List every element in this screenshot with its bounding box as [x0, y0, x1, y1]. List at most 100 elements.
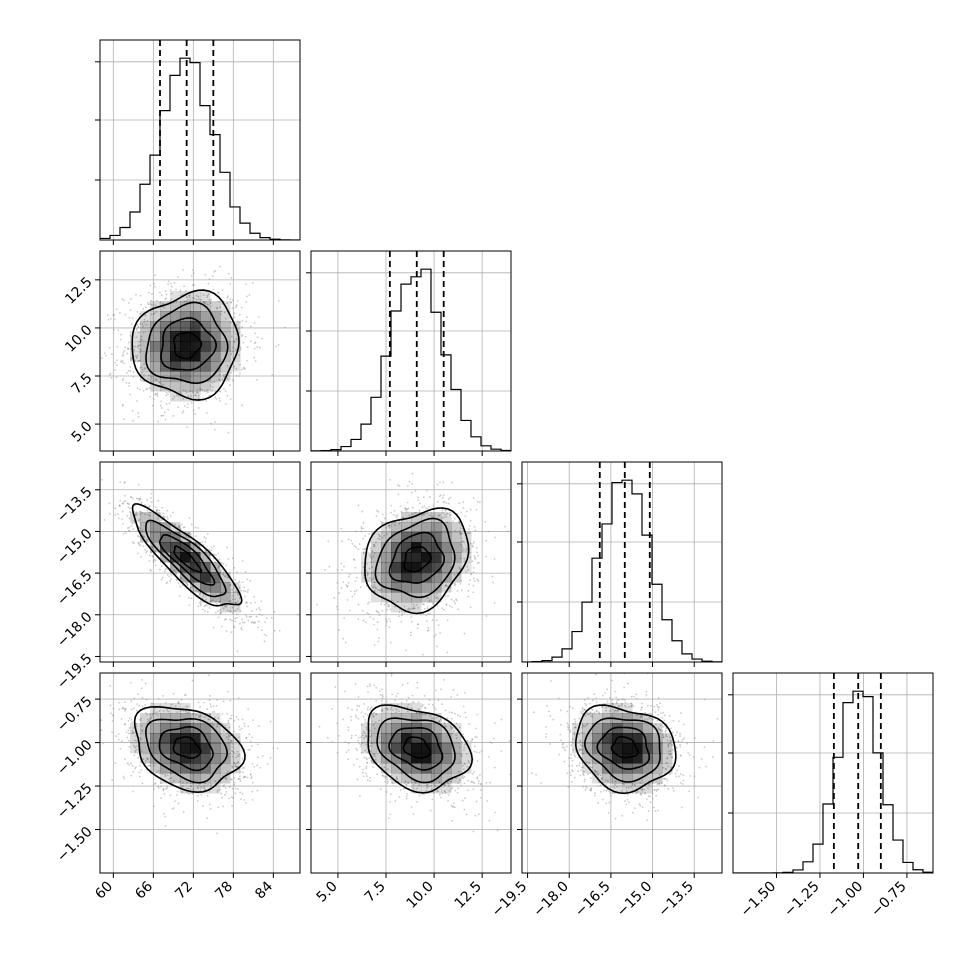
- scatter-point: [451, 787, 454, 789]
- scatter-point: [138, 718, 141, 721]
- scatter-point: [165, 293, 168, 296]
- scatter-point: [370, 560, 373, 563]
- density-cell: [190, 371, 201, 382]
- scatter-point: [703, 746, 706, 749]
- density-cell: [170, 291, 181, 302]
- scatter-point: [235, 324, 238, 326]
- density-cell: [210, 743, 221, 754]
- scatter-point: [666, 761, 669, 764]
- scatter-point: [664, 767, 667, 770]
- scatter-point: [130, 762, 132, 765]
- density-cell: [180, 542, 191, 553]
- scatter-point: [450, 780, 452, 783]
- scatter-point: [611, 679, 614, 682]
- density-cell: [190, 391, 201, 402]
- scatter-point: [357, 696, 360, 698]
- scatter-point: [405, 784, 408, 786]
- density-cell: [160, 743, 171, 754]
- scatter-point: [461, 550, 464, 553]
- density-cell: [602, 743, 613, 754]
- scatter-point: [396, 778, 399, 781]
- scatter-point: [137, 483, 140, 486]
- scatter-point: [206, 303, 209, 306]
- scatter-point: [128, 764, 131, 766]
- scatter-point: [436, 500, 439, 503]
- density-cell: [130, 341, 141, 352]
- scatter-point: [180, 698, 183, 701]
- scatter-point: [154, 712, 157, 715]
- scatter-point: [162, 383, 165, 386]
- scatter-point: [370, 557, 373, 560]
- scatter-point: [143, 549, 146, 551]
- scatter-point: [389, 608, 391, 611]
- scatter-point: [142, 325, 145, 328]
- scatter-point: [172, 415, 175, 417]
- density-cell: [210, 783, 221, 794]
- scatter-point: [175, 579, 178, 581]
- scatter-point: [242, 590, 245, 592]
- scatter-point: [135, 336, 138, 339]
- scatter-point: [671, 744, 673, 747]
- scatter-point: [179, 576, 182, 579]
- scatter-point: [683, 737, 685, 739]
- scatter-point: [244, 614, 247, 616]
- scatter-point: [241, 718, 244, 721]
- scatter-point: [218, 399, 221, 402]
- scatter-point: [476, 760, 479, 762]
- scatter-point: [463, 808, 466, 811]
- scatter-point: [138, 348, 141, 350]
- scatter-point: [361, 742, 364, 744]
- scatter-point: [455, 599, 458, 602]
- density-cell: [150, 321, 161, 332]
- scatter-point: [662, 736, 665, 739]
- density-cell: [210, 351, 221, 362]
- density-cell: [391, 763, 402, 774]
- scatter-point: [583, 708, 586, 711]
- scatter-point: [485, 555, 487, 558]
- density-cell: [632, 783, 643, 794]
- scatter-point: [472, 571, 475, 574]
- scatter-point: [630, 695, 633, 698]
- scatter-point: [196, 794, 199, 797]
- scatter-point: [148, 511, 151, 514]
- scatter-point: [127, 739, 130, 742]
- scatter-point: [224, 605, 227, 608]
- scatter-point: [677, 740, 680, 742]
- scatter-point: [363, 737, 366, 739]
- scatter-point: [366, 574, 369, 577]
- scatter-point: [229, 584, 232, 586]
- scatter-point: [122, 522, 124, 525]
- scatter-point: [477, 561, 480, 564]
- density-cell: [150, 713, 161, 724]
- scatter-point: [579, 774, 582, 777]
- scatter-point: [211, 275, 214, 278]
- density-cell: [642, 783, 653, 794]
- scatter-point: [429, 496, 431, 498]
- scatter-point: [216, 832, 218, 835]
- scatter-point: [217, 552, 220, 555]
- scatter-point: [138, 737, 141, 739]
- scatter-point: [124, 708, 127, 711]
- density-cell: [411, 522, 422, 533]
- scatter-point: [148, 761, 151, 764]
- panel-1-0: 5.07.510.012.5: [62, 250, 301, 456]
- scatter-point: [203, 536, 206, 538]
- density-cell: [150, 532, 161, 543]
- scatter-point: [256, 743, 259, 746]
- scatter-point: [338, 734, 340, 737]
- scatter-point: [445, 584, 448, 587]
- scatter-point: [251, 799, 254, 801]
- scatter-point: [166, 517, 169, 520]
- scatter-point: [376, 610, 379, 613]
- scatter-point: [671, 787, 674, 790]
- scatter-point: [593, 693, 596, 696]
- scatter-point: [671, 756, 673, 759]
- density-cell: [170, 381, 181, 392]
- y-tick-label: 7.5: [69, 370, 96, 397]
- density-cell: [150, 723, 161, 734]
- x-tick-label: −18.0: [530, 879, 572, 921]
- scatter-point: [220, 570, 222, 573]
- scatter-point: [169, 289, 172, 292]
- scatter-point: [137, 525, 140, 528]
